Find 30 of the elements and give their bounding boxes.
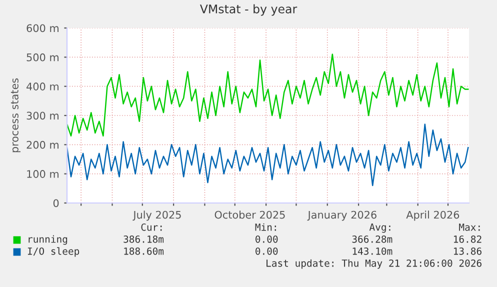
text: Avg: (369, 224, 390, 233)
line-series (67, 54, 469, 137)
text: Last update: Thu May 21 21:06:00 2026 (266, 259, 482, 269)
text: 143.10m (352, 247, 392, 255)
text: 13.86 (454, 247, 482, 255)
text: 0.00 (256, 235, 278, 243)
x-tick-label: October 2025 (214, 210, 285, 219)
y-tick-label: 100 m (27, 170, 58, 178)
y-axis-title: process states (10, 78, 20, 152)
x-tick-label: January 2026 (307, 210, 376, 221)
y-tick-label: 600 m (26, 24, 58, 32)
text: 188.60m (124, 247, 164, 255)
text: 0.00 (256, 247, 278, 255)
text: 386.18m (124, 235, 164, 243)
text: 366.28m (352, 235, 392, 243)
legend-label: I/O sleep (28, 247, 80, 257)
text: Cur: (141, 223, 162, 231)
text: Min: (255, 223, 276, 231)
y-tick-label: 500 m (26, 53, 58, 62)
y-tick-label: 400 m (26, 82, 58, 90)
chart-title: VMstat - by year (200, 4, 298, 16)
x-tick-label: April 2026 (406, 210, 460, 221)
y-tick-label: 200 m (26, 140, 58, 149)
line-series (67, 124, 469, 186)
y-tick-label: 0 (53, 199, 59, 208)
text: 16.82 (454, 235, 482, 243)
text: Max: (459, 224, 480, 231)
x-tick-label: July 2025 (132, 210, 181, 221)
legend-label: running (28, 235, 68, 245)
y-tick-label: 300 m (26, 112, 58, 120)
